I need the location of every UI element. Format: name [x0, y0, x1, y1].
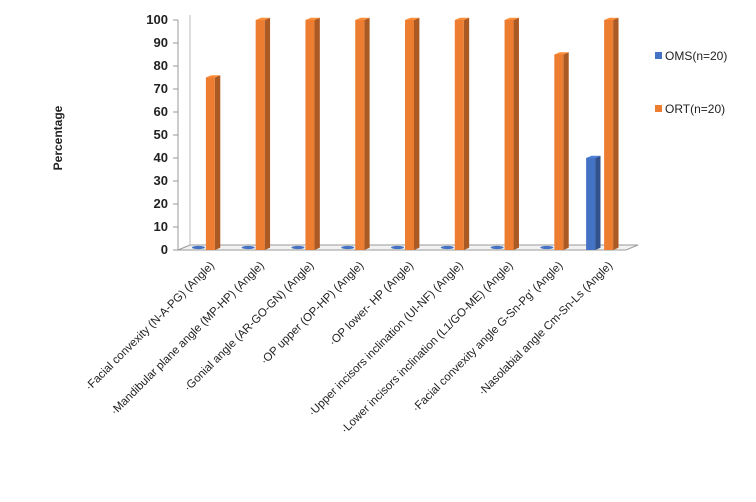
bar-side [513, 17, 519, 250]
bar-zero-marker [341, 245, 355, 250]
y-tick-label: 20 [154, 196, 168, 211]
bar [355, 17, 370, 250]
bar-front [355, 20, 365, 250]
bar [504, 17, 519, 250]
bar-front [405, 20, 414, 250]
y-tick-label: 90 [154, 35, 168, 50]
bar-top [586, 155, 601, 158]
bar-top [255, 17, 271, 20]
bar-top [205, 75, 221, 78]
y-tick-label: 0 [161, 242, 168, 257]
y-tick-labels: 0 10 20 30 40 50 60 70 80 90 100 [146, 12, 168, 257]
bar-side [463, 17, 470, 250]
bar-zero-marker [440, 245, 454, 250]
bar-side [613, 17, 619, 250]
bar [604, 17, 619, 250]
bar [586, 155, 601, 250]
bar-top [405, 17, 420, 20]
bar-front [586, 158, 596, 250]
bar-zero-marker [391, 245, 404, 250]
bar [241, 245, 255, 250]
bar [341, 245, 355, 250]
chart-bars [191, 17, 619, 250]
y-tick-label: 30 [154, 173, 168, 188]
bar-front [205, 77, 215, 250]
bar-top [604, 17, 619, 20]
legend-entry: ORT(n=20) [665, 102, 725, 116]
bar [205, 75, 221, 250]
bar [391, 245, 404, 250]
legend-swatch [655, 52, 662, 59]
bar [490, 245, 504, 250]
legend: OMS(n=20) ORT(n=20) [655, 49, 727, 116]
bar-side [563, 52, 569, 250]
bar-zero-marker [490, 245, 504, 250]
bar [305, 17, 320, 250]
bar-side [414, 17, 420, 250]
y-tick-label: 50 [154, 127, 168, 142]
bar-zero-marker [191, 245, 205, 250]
bar [554, 52, 569, 250]
bar-front [554, 54, 564, 250]
category-label: ·OP lower- HP (Angle) [327, 260, 416, 349]
category-labels: ·Facial convexity (N-A-PG) (Angle)·Mandi… [83, 260, 615, 437]
bar [454, 17, 470, 250]
bar-front [454, 20, 464, 250]
y-tick-label: 40 [154, 150, 168, 165]
bar [405, 17, 420, 250]
bar-side [314, 17, 320, 250]
bar-top [554, 52, 569, 55]
bar-front [504, 20, 514, 250]
y-tick-label: 10 [154, 219, 168, 234]
y-tick-label: 80 [154, 58, 168, 73]
bar-front [604, 20, 614, 250]
bar-zero-marker [291, 245, 305, 250]
bar [540, 245, 554, 250]
bar [291, 245, 305, 250]
bar-top [454, 17, 470, 20]
bar-front [305, 20, 315, 250]
bar-side [595, 155, 601, 250]
legend-swatch [655, 105, 662, 112]
y-tick-label: 60 [154, 104, 168, 119]
bar-side [364, 17, 370, 250]
bar [255, 17, 271, 250]
bar-top [305, 17, 320, 20]
bar-top [355, 17, 370, 20]
legend-entry: OMS(n=20) [665, 49, 727, 63]
bar-front [255, 20, 265, 250]
bar [191, 245, 205, 250]
bar [440, 245, 454, 250]
category-label: ·OP upper (OP-HP) (Angle) [259, 260, 367, 368]
y-tick-label: 100 [146, 12, 168, 27]
bar-side [264, 17, 271, 250]
category-label: ·Lower incisors inclination (L1/GO-ME) (… [339, 260, 516, 437]
bar-zero-marker [540, 245, 554, 250]
bar-side [214, 75, 221, 250]
y-axis-label: Percentage [51, 105, 65, 170]
bar-top [504, 17, 519, 20]
bar-zero-marker [241, 245, 255, 250]
y-tick-label: 70 [154, 81, 168, 96]
